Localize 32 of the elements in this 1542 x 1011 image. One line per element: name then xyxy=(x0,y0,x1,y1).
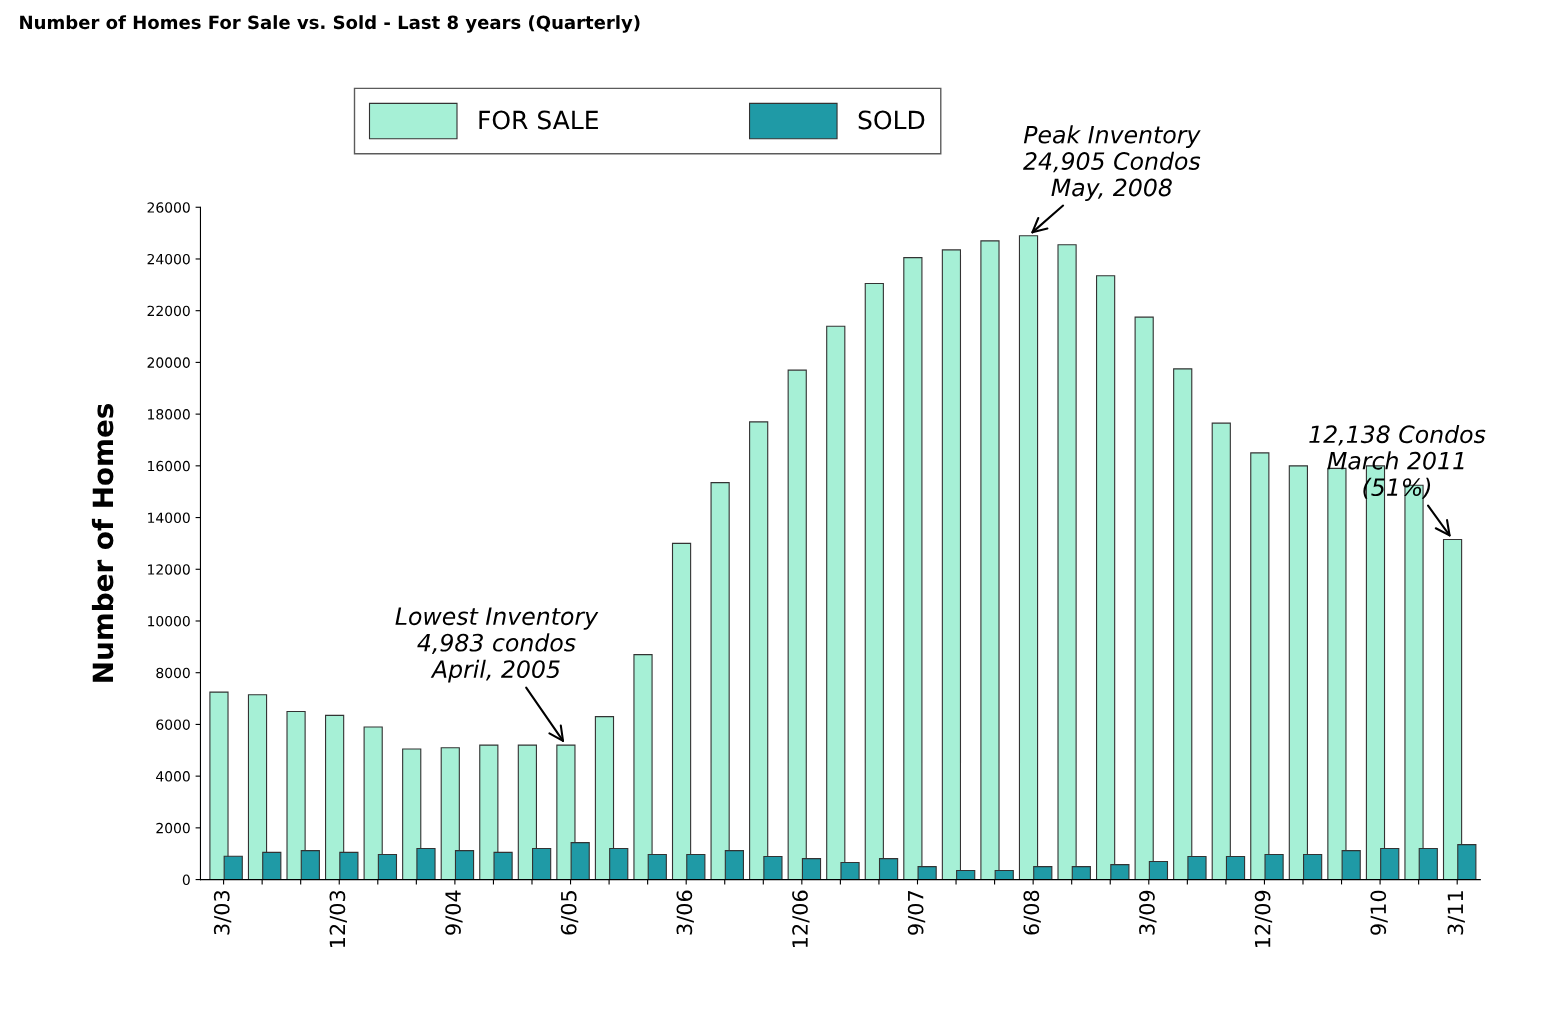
y-tick-label: 8000 xyxy=(156,667,190,679)
x-tick-label: 9/04 xyxy=(445,890,463,935)
y-tick-label: 20000 xyxy=(147,357,190,368)
x-tick-label: 12/06 xyxy=(792,890,810,948)
x-tick-label: 3/06 xyxy=(676,890,694,935)
x-tick-label: 9/10 xyxy=(1370,890,1388,935)
y-axis-title: Number of Homes xyxy=(91,403,114,682)
y-tick-label: 26000 xyxy=(147,202,190,213)
annotation: Peak Inventory 24,905 Condos May, 2008 xyxy=(1023,125,1201,201)
y-tick-label: 24000 xyxy=(147,253,190,265)
y-tick-label: 22000 xyxy=(147,305,190,317)
x-tick-label: 12/09 xyxy=(1254,890,1273,948)
y-tick-label: 16000 xyxy=(148,460,190,472)
x-tick-label: 6/08 xyxy=(1023,890,1041,935)
chart-title: Number of Homes For Sale vs. Sold - Last 8 years (Quarterly) xyxy=(20,15,640,33)
y-tick-label: 18000 xyxy=(148,409,190,420)
x-tick-label: 9/07 xyxy=(907,891,926,935)
y-tick-label: 6000 xyxy=(156,719,190,730)
legend-label: FOR SALE xyxy=(479,110,598,130)
y-tick-label: 4000 xyxy=(156,771,190,782)
annotation: Lowest Inventory 4,983 condos April, 2005 xyxy=(395,607,599,683)
y-tick-label: 14000 xyxy=(148,512,190,524)
x-tick-label: 3/11 xyxy=(1447,891,1465,935)
x-tick-label: 3/03 xyxy=(213,890,232,935)
y-tick-label: 0 xyxy=(182,874,190,886)
y-tick-label: 10000 xyxy=(148,615,190,627)
y-tick-label: 2000 xyxy=(156,822,190,834)
legend-label: SOLD xyxy=(858,110,925,130)
x-tick-label: 3/09 xyxy=(1139,890,1157,935)
x-tick-label: 6/05 xyxy=(560,891,579,935)
x-tick-label: 12/03 xyxy=(329,890,347,948)
y-tick-label: 12000 xyxy=(148,564,190,575)
